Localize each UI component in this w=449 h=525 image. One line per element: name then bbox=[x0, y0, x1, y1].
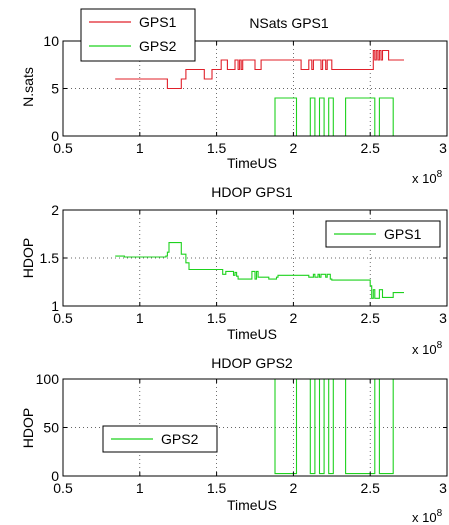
x-exponent-label: x 108 bbox=[412, 169, 443, 186]
x-tick-label: 1 bbox=[136, 140, 144, 156]
x-tick-label: 2.5 bbox=[360, 480, 380, 496]
x-exponent-label: x 108 bbox=[412, 508, 443, 525]
x-tick-label: 1.5 bbox=[207, 140, 227, 156]
series-line-gps1 bbox=[115, 49, 404, 90]
x-tick-label: 3 bbox=[439, 310, 447, 326]
y-tick-label: 100 bbox=[36, 371, 60, 387]
subplot-hdop-gps1: HDOP GPS1 HDOP TimeUS x 108 0.5 1 1.5 2 2.5 3… bbox=[20, 184, 448, 357]
series-line-gps1 bbox=[115, 242, 404, 299]
y-axis-label: HDOP bbox=[20, 238, 36, 278]
y-tick-label: 50 bbox=[43, 420, 59, 436]
x-tick-label: 3 bbox=[439, 140, 447, 156]
plot-title: HDOP GPS2 bbox=[211, 355, 293, 371]
y-tick-label: 2 bbox=[51, 202, 59, 218]
x-tick-label: 2 bbox=[290, 140, 298, 156]
y-tick-label: 1 bbox=[51, 298, 59, 314]
x-axis-label: TimeUS bbox=[227, 326, 277, 342]
plot-title: NSats GPS1 bbox=[249, 15, 329, 31]
y-tick-label: 0 bbox=[51, 128, 59, 144]
legend: GPS1 bbox=[325, 220, 441, 248]
y-tick-label: 1.5 bbox=[40, 250, 60, 266]
x-tick-label: 1 bbox=[136, 310, 144, 326]
legend-entry: GPS2 bbox=[161, 431, 199, 447]
x-tick-label: 1 bbox=[136, 480, 144, 496]
x-axis-label: TimeUS bbox=[227, 497, 277, 513]
x-tick-label: 0.5 bbox=[53, 310, 73, 326]
x-tick-label: 2 bbox=[290, 310, 298, 326]
y-axis-label: N.sats bbox=[20, 67, 36, 107]
legend-entry: GPS2 bbox=[139, 38, 177, 54]
legend: GPS2 bbox=[102, 425, 218, 453]
legend: GPS1 GPS2 bbox=[80, 8, 196, 62]
x-exponent-label: x 108 bbox=[412, 340, 443, 357]
legend-entry: GPS1 bbox=[384, 226, 422, 242]
x-tick-label: 2.5 bbox=[360, 310, 380, 326]
y-tick-label: 0 bbox=[51, 468, 59, 484]
legend-entry: GPS1 bbox=[139, 14, 177, 30]
x-tick-label: 0.5 bbox=[53, 480, 73, 496]
x-tick-label: 1.5 bbox=[207, 310, 227, 326]
legend-box bbox=[80, 8, 196, 62]
x-axis-label: TimeUS bbox=[227, 155, 277, 171]
x-tick-label: 3 bbox=[439, 480, 447, 496]
subplot-nsats-gps1: NSats GPS1 N.sats TimeUS x 108 0.5 1 1.5 2 2… bbox=[20, 8, 448, 186]
y-tick-label: 5 bbox=[51, 81, 59, 97]
x-tick-label: 0.5 bbox=[53, 140, 73, 156]
plot-title: HDOP GPS1 bbox=[211, 184, 293, 200]
subplot-hdop-gps2: HDOP GPS2 HDOP TimeUS x 108 0.5 1 1.5 2 2.5 3… bbox=[20, 355, 448, 525]
x-tick-label: 1.5 bbox=[207, 480, 227, 496]
x-tick-label: 2.5 bbox=[360, 140, 380, 156]
y-tick-label: 10 bbox=[43, 33, 59, 49]
y-axis-label: HDOP bbox=[20, 408, 36, 448]
x-tick-label: 2 bbox=[290, 480, 298, 496]
